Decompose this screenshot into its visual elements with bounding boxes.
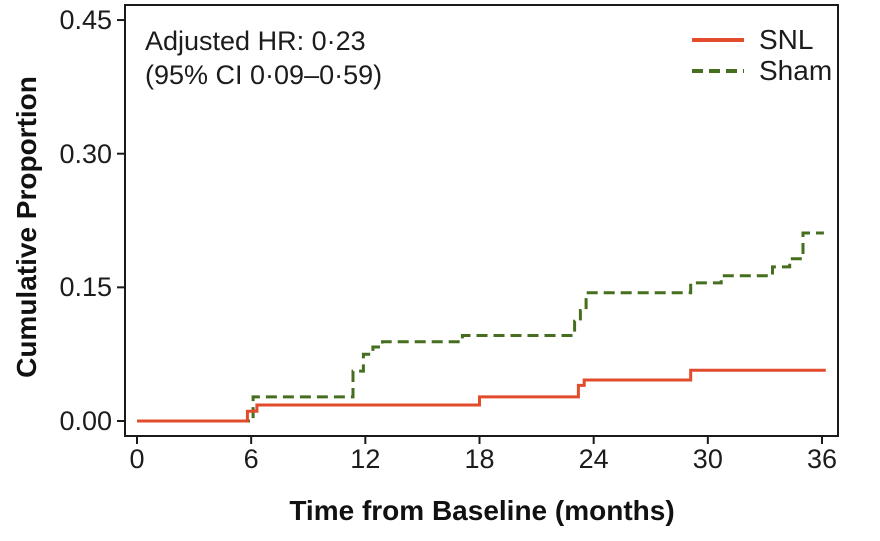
y-tick-label: 0.00: [59, 406, 112, 436]
x-tick-label: 30: [692, 444, 723, 474]
y-tick-label: 0.30: [59, 138, 112, 169]
legend: SNL Sham: [692, 24, 832, 86]
y-tick-label: 0.45: [59, 5, 112, 36]
y-axis-title: Cumulative Proportion: [11, 76, 42, 378]
sham-curve: [137, 231, 824, 423]
y-tick-label: 0.15: [59, 272, 112, 303]
snl-line-swatch-icon: [692, 37, 744, 42]
x-axis-title: Time from Baseline (months): [289, 495, 675, 526]
plot-frame: [124, 4, 839, 437]
x-tick-label: 18: [464, 444, 495, 474]
x-tick-label: 12: [350, 444, 381, 474]
legend-item-sham: Sham: [692, 55, 832, 86]
series-lines: [137, 231, 826, 423]
hr-annotation: Adjusted HR: 0·23 (95% CI 0·09–0·59): [145, 24, 382, 92]
snl-curve: [137, 368, 826, 423]
x-tick-label: 36: [806, 444, 838, 474]
hr-annotation-line2: (95% CI 0·09–0·59): [145, 60, 383, 90]
legend-label-snl: SNL: [759, 23, 814, 55]
x-tick-label: 24: [578, 444, 609, 474]
x-tick-label: 6: [243, 444, 259, 474]
hr-annotation-line1: Adjusted HR: 0·23: [145, 26, 366, 56]
axis-tick-marks: [117, 19, 824, 444]
legend-label-sham: Sham: [759, 54, 833, 86]
x-tick-label: 0: [129, 444, 145, 474]
sham-line-swatch-icon: [692, 68, 744, 73]
legend-item-snl: SNL: [692, 24, 832, 55]
